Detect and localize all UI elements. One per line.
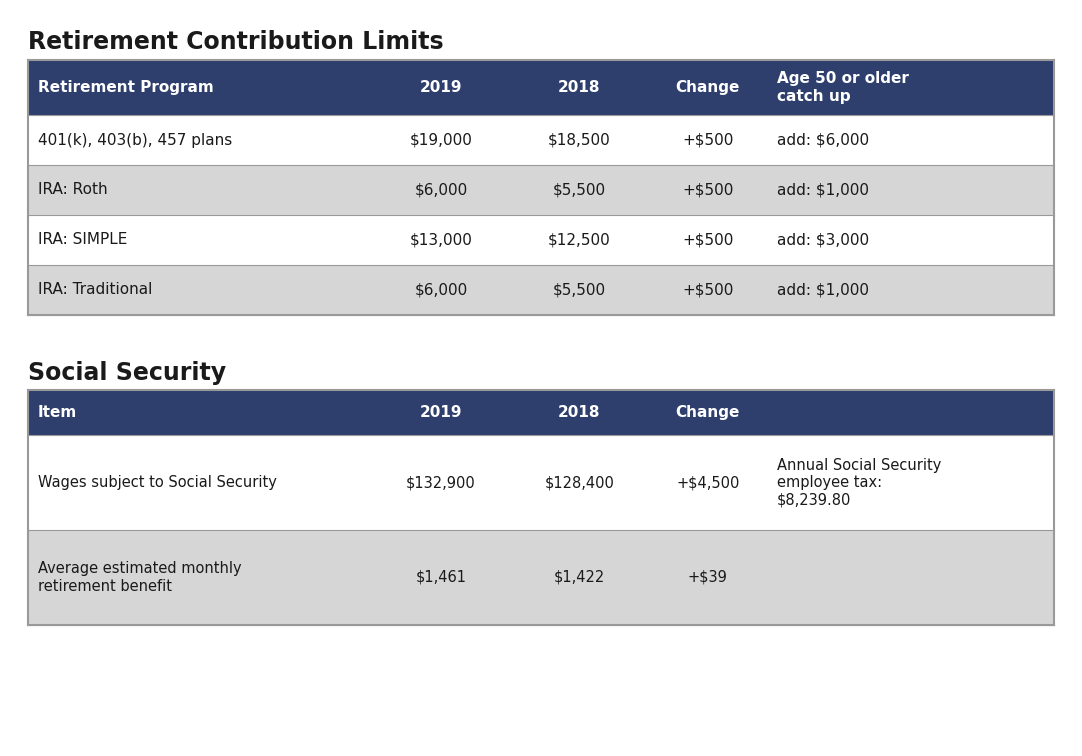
Text: 2019: 2019 xyxy=(420,405,462,420)
Bar xyxy=(28,390,372,435)
Text: Item: Item xyxy=(38,405,77,420)
Bar xyxy=(511,115,649,165)
Bar xyxy=(511,215,649,265)
Text: +$500: +$500 xyxy=(682,283,734,298)
Text: $1,422: $1,422 xyxy=(554,570,605,585)
Text: $1,461: $1,461 xyxy=(415,570,466,585)
Bar xyxy=(511,390,649,435)
Text: $5,500: $5,500 xyxy=(553,283,606,298)
Bar xyxy=(767,60,1054,115)
Text: $18,500: $18,500 xyxy=(549,132,611,147)
Text: Average estimated monthly
retirement benefit: Average estimated monthly retirement ben… xyxy=(38,561,241,593)
Text: Retirement Program: Retirement Program xyxy=(38,80,214,95)
Bar xyxy=(372,530,511,625)
Text: 401(k), 403(b), 457 plans: 401(k), 403(b), 457 plans xyxy=(38,132,233,147)
Bar xyxy=(649,215,767,265)
Text: IRA: Roth: IRA: Roth xyxy=(38,182,107,197)
Text: 2018: 2018 xyxy=(558,405,601,420)
Text: add: $3,000: add: $3,000 xyxy=(777,233,869,247)
Bar xyxy=(372,215,511,265)
Text: Social Security: Social Security xyxy=(28,361,226,385)
Bar xyxy=(649,530,767,625)
Text: $12,500: $12,500 xyxy=(549,233,611,247)
Bar xyxy=(28,165,372,215)
Bar xyxy=(649,165,767,215)
Bar xyxy=(767,165,1054,215)
Text: add: $1,000: add: $1,000 xyxy=(777,182,869,197)
Bar xyxy=(767,435,1054,530)
Bar xyxy=(372,165,511,215)
Text: Retirement Contribution Limits: Retirement Contribution Limits xyxy=(28,30,444,54)
Text: 2019: 2019 xyxy=(420,80,462,95)
Bar xyxy=(372,60,511,115)
Text: +$500: +$500 xyxy=(682,182,734,197)
Bar xyxy=(767,215,1054,265)
Text: $128,400: $128,400 xyxy=(544,475,615,490)
Text: Change: Change xyxy=(675,405,740,420)
Bar xyxy=(372,390,511,435)
Bar xyxy=(767,390,1054,435)
Text: $6,000: $6,000 xyxy=(414,283,467,298)
Bar xyxy=(511,530,649,625)
Bar xyxy=(767,115,1054,165)
Bar xyxy=(649,115,767,165)
Text: add: $6,000: add: $6,000 xyxy=(777,132,869,147)
Bar xyxy=(767,530,1054,625)
Bar xyxy=(372,265,511,315)
Text: $19,000: $19,000 xyxy=(409,132,473,147)
Text: Annual Social Security
employee tax:
$8,239.80: Annual Social Security employee tax: $8,… xyxy=(777,457,941,507)
Text: +$39: +$39 xyxy=(688,570,728,585)
Bar xyxy=(28,115,372,165)
Bar xyxy=(28,435,372,530)
Bar xyxy=(649,60,767,115)
Text: +$500: +$500 xyxy=(682,132,734,147)
Text: add: $1,000: add: $1,000 xyxy=(777,283,869,298)
Bar xyxy=(649,435,767,530)
Text: 2018: 2018 xyxy=(558,80,601,95)
Bar xyxy=(372,435,511,530)
Bar xyxy=(511,60,649,115)
Bar xyxy=(28,215,372,265)
Text: IRA: Traditional: IRA: Traditional xyxy=(38,283,153,298)
Text: IRA: SIMPLE: IRA: SIMPLE xyxy=(38,233,128,247)
Bar xyxy=(511,435,649,530)
Bar xyxy=(28,530,372,625)
Text: $132,900: $132,900 xyxy=(406,475,476,490)
Bar xyxy=(649,390,767,435)
Text: $5,500: $5,500 xyxy=(553,182,606,197)
Bar xyxy=(511,165,649,215)
Bar xyxy=(372,115,511,165)
Text: Age 50 or older
catch up: Age 50 or older catch up xyxy=(777,71,909,104)
Bar xyxy=(28,265,372,315)
Text: +$500: +$500 xyxy=(682,233,734,247)
Bar xyxy=(28,60,372,115)
Text: Change: Change xyxy=(675,80,740,95)
Bar xyxy=(511,265,649,315)
Text: +$4,500: +$4,500 xyxy=(676,475,739,490)
Text: $6,000: $6,000 xyxy=(414,182,467,197)
Bar xyxy=(767,265,1054,315)
Text: $13,000: $13,000 xyxy=(409,233,473,247)
Bar xyxy=(649,265,767,315)
Text: Wages subject to Social Security: Wages subject to Social Security xyxy=(38,475,277,490)
